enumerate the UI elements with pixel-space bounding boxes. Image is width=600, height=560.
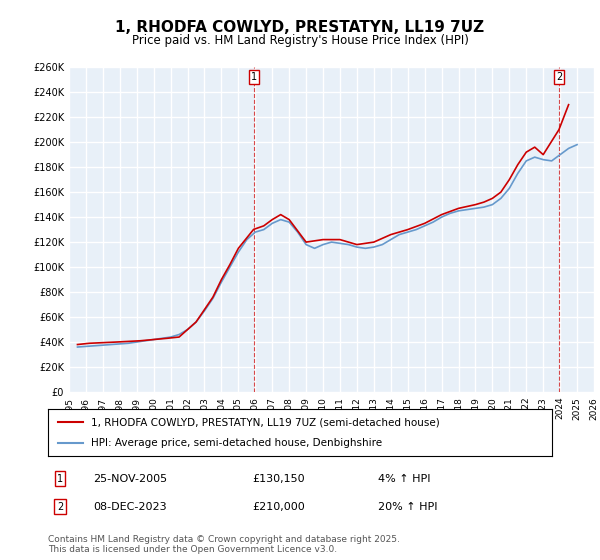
Text: 08-DEC-2023: 08-DEC-2023 [93, 502, 167, 512]
Text: 1: 1 [251, 72, 257, 82]
Text: Price paid vs. HM Land Registry's House Price Index (HPI): Price paid vs. HM Land Registry's House … [131, 34, 469, 46]
Text: 25-NOV-2005: 25-NOV-2005 [93, 474, 167, 484]
Text: 4% ↑ HPI: 4% ↑ HPI [378, 474, 431, 484]
Text: HPI: Average price, semi-detached house, Denbighshire: HPI: Average price, semi-detached house,… [91, 438, 382, 448]
Text: £130,150: £130,150 [252, 474, 305, 484]
Text: 20% ↑ HPI: 20% ↑ HPI [378, 502, 437, 512]
Text: Contains HM Land Registry data © Crown copyright and database right 2025.
This d: Contains HM Land Registry data © Crown c… [48, 535, 400, 554]
Text: £210,000: £210,000 [252, 502, 305, 512]
Text: 1, RHODFA COWLYD, PRESTATYN, LL19 7UZ: 1, RHODFA COWLYD, PRESTATYN, LL19 7UZ [115, 20, 485, 35]
Text: 2: 2 [57, 502, 63, 512]
Text: 1, RHODFA COWLYD, PRESTATYN, LL19 7UZ (semi-detached house): 1, RHODFA COWLYD, PRESTATYN, LL19 7UZ (s… [91, 417, 440, 427]
Text: 2: 2 [556, 72, 562, 82]
Text: 1: 1 [57, 474, 63, 484]
